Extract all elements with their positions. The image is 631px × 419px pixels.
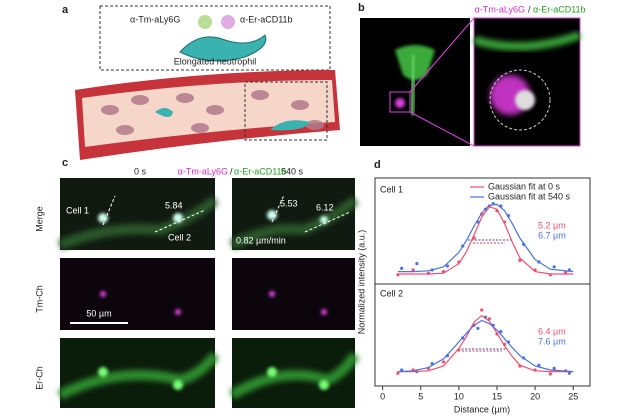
row-label: Tm-Ch bbox=[34, 285, 44, 313]
zoom-line bbox=[409, 17, 475, 93]
panel-letter: d bbox=[374, 159, 381, 171]
data-point bbox=[480, 308, 484, 312]
x-tick-label: 5 bbox=[418, 391, 423, 401]
legend-label: Gaussian fit at 540 s bbox=[488, 191, 571, 201]
rbc bbox=[101, 90, 324, 135]
cell-signal bbox=[515, 90, 535, 110]
panel-letter: b bbox=[358, 2, 365, 14]
vessel-signal bbox=[410, 54, 416, 116]
title-sep: / bbox=[230, 166, 233, 176]
data-point bbox=[552, 265, 556, 269]
data-point bbox=[411, 268, 415, 272]
y-axis-label: Normalized intensity (a.u.) bbox=[356, 230, 366, 335]
legend-label: Gaussian fit at 0 s bbox=[488, 181, 561, 191]
data-point bbox=[564, 270, 568, 274]
title-tm: α-Tm-aLy6G bbox=[178, 166, 228, 176]
data-point bbox=[400, 266, 404, 270]
data-point bbox=[499, 330, 503, 334]
x-tick-label: 0 bbox=[380, 391, 385, 401]
neutrophil bbox=[270, 120, 310, 131]
zoom-line bbox=[409, 111, 475, 147]
data-point bbox=[476, 326, 480, 330]
inset-marker bbox=[244, 81, 328, 141]
image-grid bbox=[57, 178, 360, 408]
neutrophil bbox=[179, 34, 267, 62]
column-label: 540 s bbox=[281, 166, 304, 176]
plot-frame bbox=[374, 177, 591, 387]
outline bbox=[489, 69, 551, 131]
cell-signal bbox=[395, 98, 405, 108]
data-point bbox=[442, 360, 446, 364]
fit-curve bbox=[397, 314, 574, 373]
fit-curve bbox=[397, 203, 574, 273]
x-axis-label: Distance (µm) bbox=[454, 404, 510, 414]
probe bbox=[221, 15, 235, 29]
data-point bbox=[518, 258, 522, 262]
caption: Elongated neutrophil bbox=[174, 56, 257, 66]
data-point bbox=[552, 366, 556, 370]
micrograph bbox=[60, 258, 215, 330]
fwhm-lines bbox=[458, 239, 511, 352]
panel-letter: c bbox=[62, 157, 68, 169]
x-tick-label: 10 bbox=[454, 391, 464, 401]
speed: 0.82 µm/min bbox=[236, 235, 286, 245]
width-label: 6.4 µm bbox=[538, 326, 566, 336]
x-tick-label: 20 bbox=[530, 391, 540, 401]
data-point bbox=[415, 262, 419, 266]
width-label: 6.7 µm bbox=[538, 230, 566, 240]
title-er: α-Er-aCD11b bbox=[234, 166, 287, 176]
data-point bbox=[396, 371, 400, 375]
data-point bbox=[487, 317, 491, 321]
width-label: 5.2 µm bbox=[538, 220, 566, 230]
data-point bbox=[537, 363, 541, 367]
neutrophil bbox=[155, 108, 173, 117]
cell-label: Cell 2 bbox=[168, 232, 191, 242]
title-er: α-Er-aCD11b bbox=[533, 4, 586, 14]
row-label: Er-Ch bbox=[34, 366, 44, 390]
panel-letter: a bbox=[62, 4, 69, 16]
row-label: Merge bbox=[34, 206, 44, 232]
data-point bbox=[567, 371, 572, 375]
subplot-title: Cell 2 bbox=[380, 288, 403, 298]
column-label: 0 s bbox=[134, 166, 147, 176]
x-tick-label: 25 bbox=[568, 391, 578, 401]
micrograph bbox=[232, 258, 355, 330]
zoom-box bbox=[389, 91, 411, 113]
title-tm: α-Tm-aLy6G bbox=[475, 4, 525, 14]
title-sep: / bbox=[528, 4, 531, 14]
cell-label: Cell 1 bbox=[66, 205, 89, 215]
fit-curve bbox=[397, 206, 574, 275]
subplot-title: Cell 1 bbox=[380, 184, 403, 194]
distance: 5.53 bbox=[280, 198, 298, 208]
scale-label: 50 µm bbox=[86, 308, 111, 318]
data-point bbox=[548, 372, 552, 376]
x-tick-label: 15 bbox=[492, 391, 502, 401]
distance: 5.84 bbox=[165, 200, 183, 210]
vessel-signal bbox=[472, 31, 582, 51]
data-point bbox=[445, 264, 450, 268]
probe bbox=[198, 15, 212, 29]
label-er: α-Er-aCD11b bbox=[240, 14, 293, 24]
distance: 6.12 bbox=[316, 202, 334, 212]
width-label: 7.6 µm bbox=[538, 336, 566, 346]
label-tm: α-Tm-aLy6G bbox=[130, 14, 180, 24]
fit-curve bbox=[397, 319, 574, 373]
